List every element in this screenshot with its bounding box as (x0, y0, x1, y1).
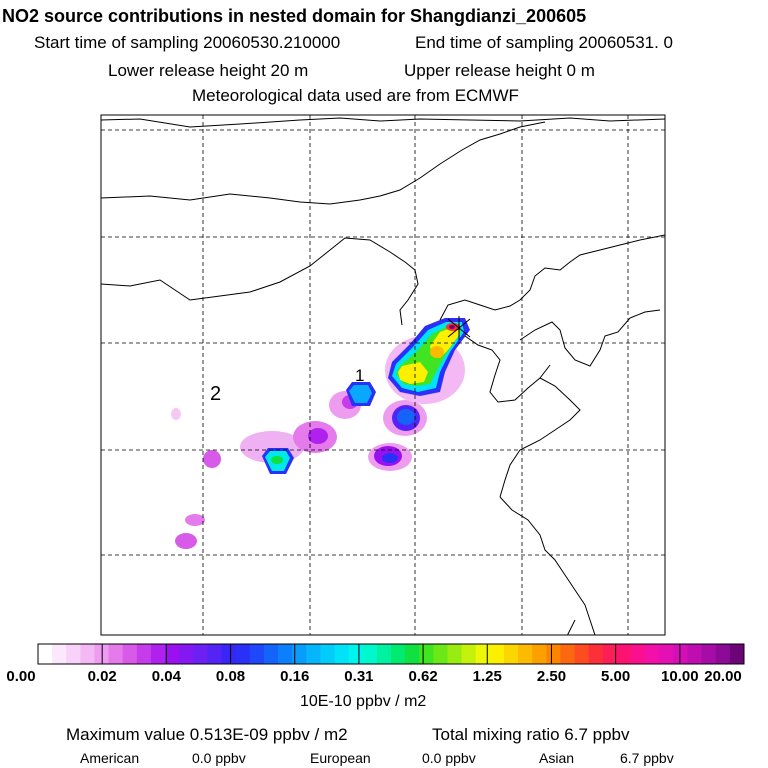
colorbar-tick-label: 2.50 (536, 668, 567, 685)
plume-blue-mid (397, 409, 415, 425)
total-mixing-ratio: Total mixing ratio 6.7 ppbv (432, 725, 630, 744)
plume-main-yellow (449, 325, 455, 329)
graticule (101, 115, 665, 635)
colorbar-tick-label: 0.08 (215, 668, 246, 685)
american-value: 0.0 ppbv (192, 750, 246, 766)
colorbar-tick-label: 5.00 (601, 668, 631, 685)
lower-release-height: Lower release height 20 m (108, 61, 309, 80)
colorbar-tick-label: 0.16 (280, 668, 310, 685)
colorbar-tick-label: 0.31 (344, 668, 374, 685)
european-value: 0.0 ppbv (422, 750, 476, 766)
plume-main-yellow (398, 362, 428, 384)
asian-label: Asian (539, 750, 575, 766)
plume-main-yellow (430, 346, 444, 358)
plume-light-magenta (175, 533, 197, 549)
receptor-marker (447, 316, 471, 340)
meteorological-data-note: Meteorological data used are from ECMWF (192, 86, 519, 105)
plume-light-magenta (185, 514, 205, 526)
map-frame (100, 114, 666, 636)
colorbar-tick-label: 0.04 (151, 668, 181, 685)
colorbar-tick-label: 1.25 (472, 668, 502, 685)
colorbar-tick-label: 0.00 (6, 668, 36, 685)
asian-value: 6.7 ppbv (620, 750, 674, 766)
colorbar-tick-label: 10.00 (661, 668, 699, 685)
colorbar-tick-label: 20.00 (704, 668, 742, 685)
plume-cyan-west (271, 456, 283, 464)
colorbar-tick-label: 0.62 (408, 668, 438, 685)
american-label: American (80, 750, 140, 766)
plume-cyan-1 (349, 385, 372, 403)
plume-purple-south (308, 428, 328, 444)
plume-blue-mid (382, 453, 398, 463)
map-label-2: 2 (210, 383, 221, 405)
sampling-end-time: End time of sampling 20060531. 0 (415, 33, 674, 52)
plot-title: NO2 source contributions in nested domai… (2, 6, 587, 26)
european-label: European (310, 750, 371, 766)
colorbar-tick-label: 0.02 (87, 668, 117, 685)
map-label-1: 1 (355, 366, 364, 385)
sampling-start-time: Start time of sampling 20060530.210000 (34, 33, 341, 52)
map-plot: 1 2 (100, 114, 666, 636)
plume-light-magenta (203, 450, 221, 468)
colorbar-units: 10E-10 ppbv / m2 (300, 693, 427, 710)
maximum-value: Maximum value 0.513E-09 ppbv / m2 (66, 725, 348, 744)
upper-release-height: Upper release height 0 m (404, 61, 595, 80)
coastlines (101, 117, 665, 635)
plume-light-magenta (171, 408, 181, 420)
